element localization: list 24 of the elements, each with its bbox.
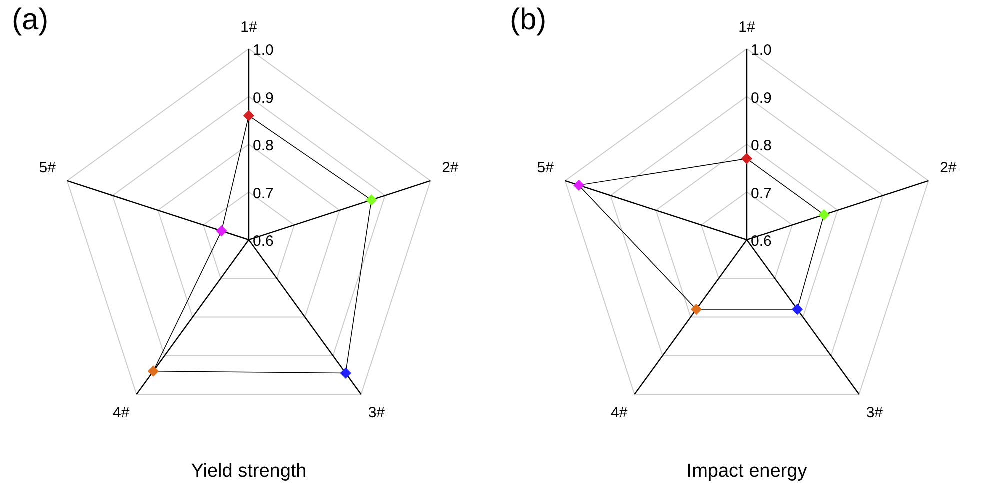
spoke-label: 4# bbox=[610, 404, 628, 422]
text: (a) bbox=[12, 3, 49, 36]
spoke-label: 2# bbox=[940, 159, 958, 176]
y-tick-label: 0.9 bbox=[751, 90, 772, 107]
spoke-label: 5# bbox=[537, 159, 555, 176]
y-tick-label: 1.0 bbox=[253, 42, 274, 60]
spoke-label: 1# bbox=[738, 19, 756, 36]
text: (b) bbox=[510, 3, 547, 36]
y-tick-label: 0.9 bbox=[253, 90, 274, 107]
spoke-label: 5# bbox=[39, 159, 57, 176]
spoke-label: 3# bbox=[866, 404, 884, 422]
spoke-label: 4# bbox=[112, 404, 130, 422]
y-tick-label: 0.8 bbox=[751, 138, 772, 155]
y-tick-label: 0.6 bbox=[253, 233, 274, 250]
y-tick-label: 0.8 bbox=[253, 138, 274, 155]
y-tick-label: 0.7 bbox=[751, 185, 772, 202]
spoke-label: 2# bbox=[442, 159, 460, 176]
y-tick-label: 1.0 bbox=[751, 42, 772, 60]
y-tick-label: 0.6 bbox=[751, 233, 772, 250]
y-tick-label: 0.7 bbox=[253, 185, 274, 202]
spoke-label: 3# bbox=[368, 404, 386, 422]
spoke-label: 1# bbox=[240, 19, 258, 36]
text: Impact energy bbox=[686, 460, 808, 482]
text: Yield strength bbox=[191, 460, 307, 482]
